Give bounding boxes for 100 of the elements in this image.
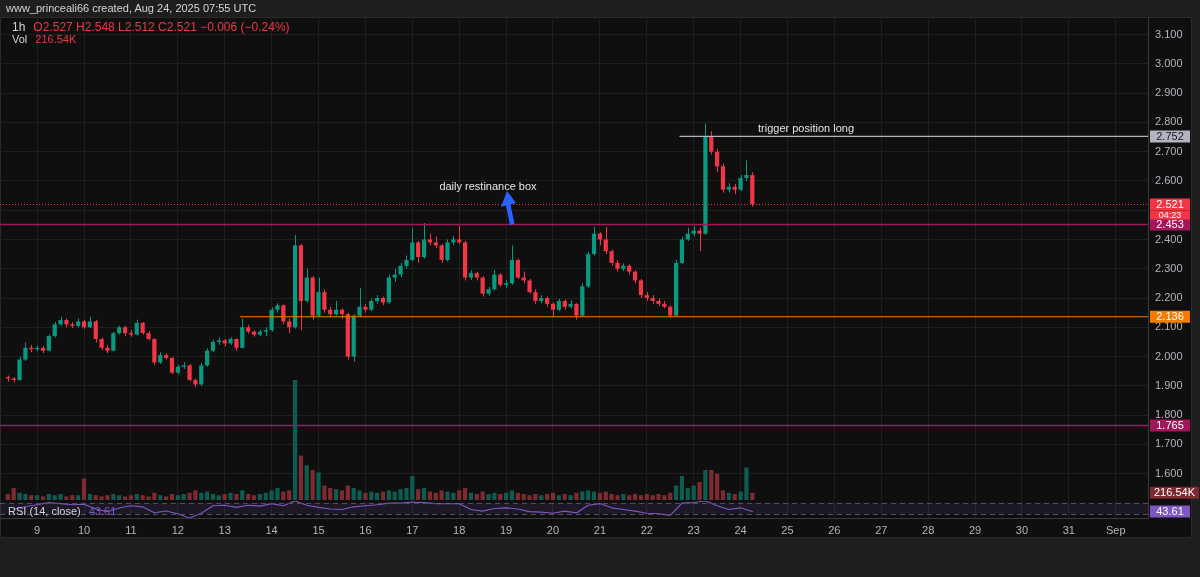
candlestick — [357, 287, 362, 318]
chart-title: Vol — [12, 33, 28, 45]
y-tick-label: 2.900 — [1155, 86, 1183, 99]
data-label: 2.752 — [1156, 129, 1184, 142]
x-tick-label: 14 — [265, 523, 278, 536]
bar — [46, 494, 51, 500]
bar — [304, 465, 309, 500]
y-tick-label: 3.000 — [1155, 56, 1183, 69]
bar — [369, 491, 374, 500]
bar — [515, 492, 520, 500]
bar — [580, 491, 585, 500]
bar — [122, 496, 128, 500]
x-tick-label: 31 — [1062, 523, 1075, 536]
bar — [509, 490, 515, 500]
y-tick-label: 2.800 — [1155, 115, 1183, 128]
bar — [363, 492, 368, 500]
text: 216.54K — [1154, 486, 1196, 499]
bar — [316, 472, 321, 500]
candlestick — [205, 347, 210, 368]
candlestick — [421, 222, 427, 259]
y-tick-label: 2.700 — [1155, 144, 1183, 157]
bar — [169, 494, 175, 500]
bar — [257, 494, 262, 500]
bar — [726, 492, 731, 500]
bar — [556, 495, 561, 500]
candlestick — [709, 130, 714, 156]
x-tick-label: 22 — [640, 523, 653, 536]
x-tick-label: 20 — [546, 523, 560, 536]
y-tick-label: 2.200 — [1155, 291, 1183, 304]
bar — [439, 490, 444, 500]
bar — [128, 495, 134, 500]
y-tick-label: 3.100 — [1155, 27, 1183, 40]
annotation: trigger position long — [757, 121, 855, 135]
bar — [251, 495, 257, 500]
ref-line-label: 2.521 — [1156, 198, 1184, 211]
bar — [199, 492, 204, 500]
y-tick-label: 2.600 — [1155, 173, 1183, 186]
bar — [35, 495, 40, 500]
bar — [87, 494, 92, 500]
candlestick — [492, 269, 497, 292]
x-tick-label: 26 — [828, 523, 841, 536]
bar — [545, 494, 550, 500]
bar — [228, 492, 233, 500]
bar — [5, 494, 10, 500]
bar — [158, 495, 163, 500]
x-tick-label: 11 — [125, 523, 137, 536]
annotation: daily restinance box — [439, 179, 537, 193]
bar — [697, 482, 702, 500]
bar — [76, 495, 81, 500]
bar — [175, 495, 180, 500]
bar — [668, 492, 673, 500]
candlestick — [603, 226, 608, 255]
chart-subtitle: O2.527 H2.548 L2.512 C2.521 −0.006 (−0.24%) — [33, 20, 290, 34]
candlestick — [240, 318, 245, 349]
bar — [287, 490, 292, 500]
bar — [621, 494, 626, 500]
y-tick-label: 1.700 — [1155, 437, 1183, 450]
y-tick-label: 2.000 — [1155, 349, 1183, 362]
x-tick-label: 29 — [968, 523, 982, 536]
candlestick — [304, 268, 309, 303]
bar — [568, 495, 573, 500]
x-tick-label: 13 — [218, 523, 231, 536]
bar — [498, 494, 503, 500]
bar — [574, 492, 579, 500]
bar — [29, 495, 34, 500]
bar — [457, 490, 462, 500]
bar — [732, 494, 737, 500]
candlestick — [591, 226, 597, 257]
bar — [416, 489, 421, 500]
bar — [322, 485, 327, 500]
candlestick — [715, 148, 720, 173]
candlestick — [316, 277, 321, 318]
candlestick — [152, 337, 157, 366]
bar — [234, 494, 239, 500]
candlestick — [515, 258, 520, 280]
bar — [539, 495, 544, 500]
text: 43.61 — [1156, 505, 1184, 518]
chart-title: 1h — [12, 20, 26, 34]
bar — [715, 473, 720, 500]
bar — [462, 488, 468, 500]
bar — [550, 492, 556, 500]
bar — [240, 490, 245, 500]
x-tick-label: 30 — [1015, 523, 1029, 536]
candlestick — [23, 342, 28, 362]
bar — [427, 491, 432, 500]
candlestick — [322, 288, 327, 314]
candlestick — [416, 240, 421, 264]
bar — [93, 495, 98, 500]
bar — [691, 485, 696, 500]
bar — [685, 488, 690, 500]
x-tick-label: 18 — [453, 523, 466, 536]
bar — [263, 492, 268, 500]
x-tick-label: 24 — [734, 523, 747, 536]
x-tick-label: 17 — [406, 523, 419, 536]
bar — [644, 494, 649, 500]
bar — [597, 492, 602, 500]
y-tick-label: 2.400 — [1155, 232, 1183, 245]
bar — [163, 496, 169, 500]
y-tick-label: 1.600 — [1155, 466, 1183, 479]
y-tick-label: 1.900 — [1155, 378, 1183, 391]
